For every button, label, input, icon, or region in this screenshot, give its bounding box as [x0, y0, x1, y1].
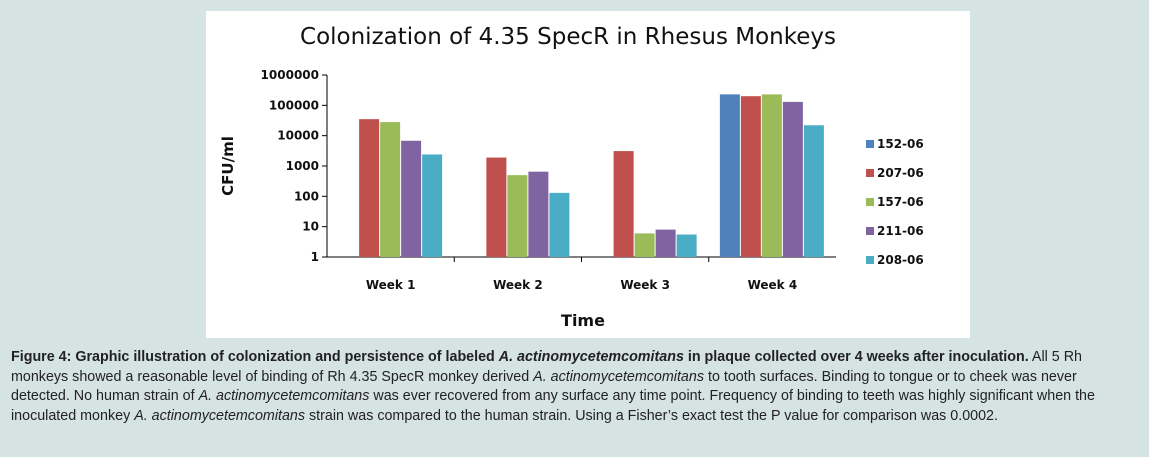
legend-swatch — [866, 256, 874, 264]
bar-208-06-week-3 — [676, 234, 697, 257]
x-axis-label: Time — [561, 311, 605, 330]
bar-208-06-week-4 — [803, 125, 824, 257]
caption-species-2: A. actinomycetemcomitans — [198, 388, 370, 404]
bar-207-06-week-1 — [359, 119, 380, 257]
bar-207-06-week-2 — [486, 157, 507, 257]
legend-label: 157-06 — [877, 195, 924, 209]
bar-207-06-week-3 — [613, 151, 634, 257]
caption-body-1: All 5 Rh monkeys showed a reasonable lev… — [11, 349, 1082, 385]
bar-211-06-week-4 — [782, 101, 803, 258]
caption-species-3: A. actinomycetemcomitans — [134, 407, 306, 424]
caption-lead-2: in plaque collected over 4 weeks after i… — [683, 349, 1029, 365]
bar-211-06-week-2 — [528, 171, 549, 257]
figure-panel: Colonization of 4.35 SpecR in Rhesus Mon… — [206, 11, 970, 338]
bar-chart: 1 10 100 1000 10000 100000 1000000 CFU/ml Time We… — [219, 68, 924, 330]
bar-208-06-week-1 — [422, 154, 443, 257]
y-tick-label: 1000 — [286, 159, 319, 173]
bar-211-06-week-3 — [655, 229, 676, 257]
bar-152-06-week-4 — [719, 94, 740, 257]
x-tick-label: Week 3 — [620, 278, 670, 292]
y-axis-label: CFU/ml — [219, 136, 237, 196]
legend-swatch — [866, 227, 874, 235]
chart-title: Colonization of 4.35 SpecR in Rhesus Mon… — [300, 24, 836, 50]
y-tick-label: 100 — [294, 189, 319, 203]
y-tick-label: 10000 — [277, 129, 319, 143]
legend-label: 207-06 — [877, 166, 924, 180]
legend-label: 152-06 — [877, 137, 924, 151]
figure-caption: Figure 4: Graphic illustration of coloni… — [11, 348, 1139, 426]
bar-207-06-week-4 — [740, 96, 761, 257]
x-tick-label: Week 2 — [493, 278, 543, 292]
legend-swatch — [866, 140, 874, 148]
x-tick-label: Week 1 — [366, 278, 416, 292]
caption-species-1: A. actinomycetemcomitans — [533, 368, 704, 385]
caption-lead-1: Figure 4: Graphic illustration of coloni… — [11, 349, 499, 365]
y-tick-label: 1 — [311, 250, 319, 264]
y-tick-label: 100000 — [269, 98, 319, 112]
y-tick-label: 1000000 — [261, 68, 319, 82]
x-tick-label: Week 4 — [748, 278, 798, 292]
legend-swatch — [866, 169, 874, 177]
caption-body-3: was ever recovered from any surface any … — [11, 388, 1095, 424]
bar-208-06-week-2 — [549, 192, 570, 257]
legend-label: 211-06 — [877, 224, 924, 238]
caption-body-2: to tooth surfaces. Binding to tongue or … — [11, 368, 1077, 405]
legend-swatch — [866, 198, 874, 206]
bar-157-06-week-4 — [761, 94, 782, 257]
caption-lead-species: A. actinomycetemcomitans — [498, 349, 684, 365]
bar-157-06-week-3 — [634, 233, 655, 257]
caption-body-4: strain was compared to the human strain.… — [305, 407, 998, 424]
bar-157-06-week-2 — [507, 175, 528, 257]
y-tick-label: 10 — [302, 220, 319, 234]
legend-label: 208-06 — [877, 253, 924, 267]
bar-157-06-week-1 — [380, 122, 401, 257]
bar-211-06-week-1 — [401, 140, 422, 257]
